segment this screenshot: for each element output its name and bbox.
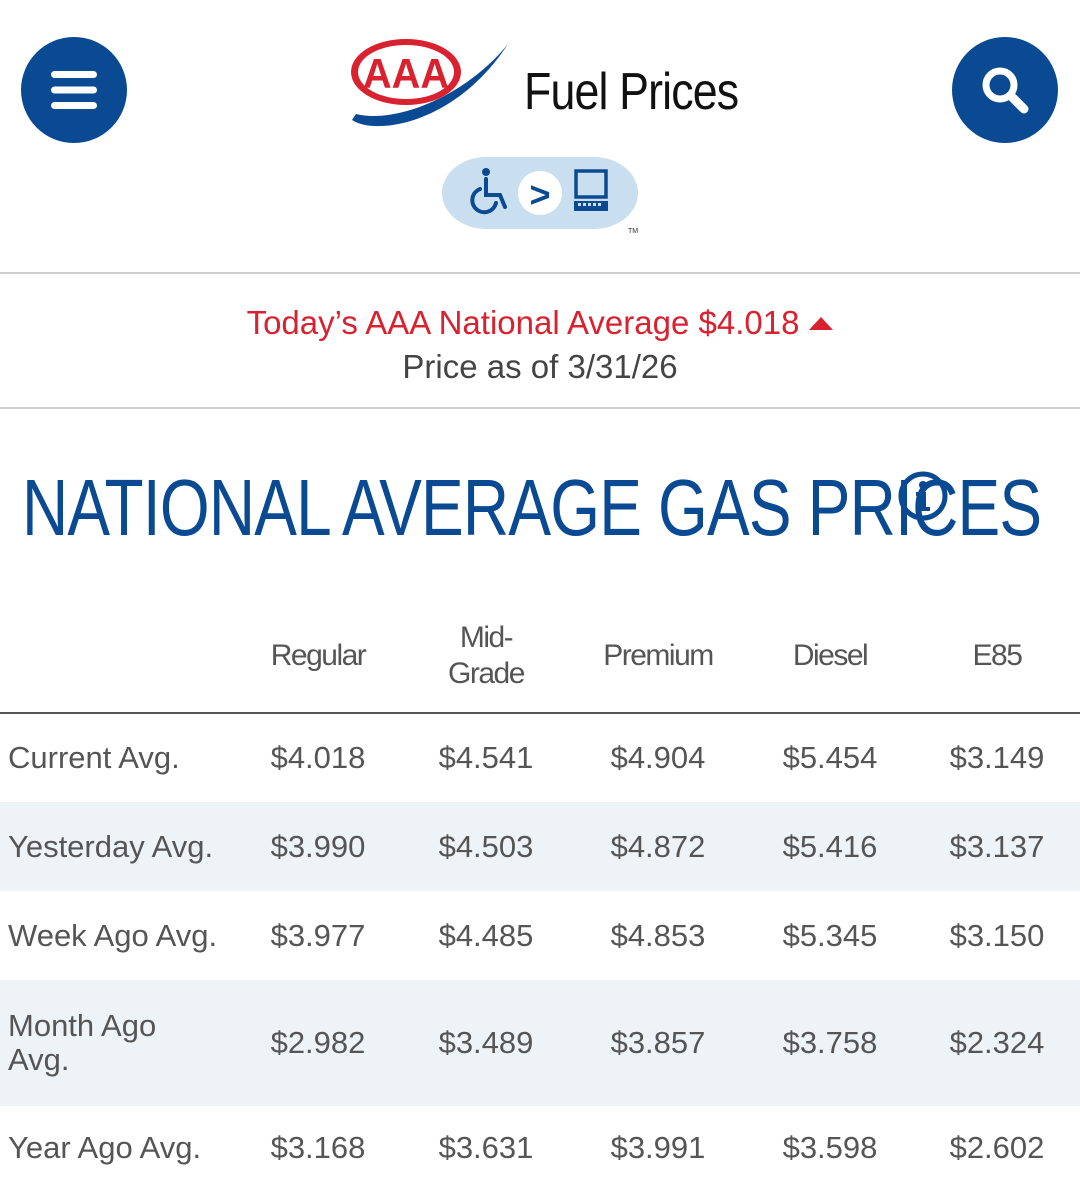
price-cell: $3.857 [570, 980, 746, 1106]
price-cell: $3.137 [914, 802, 1080, 891]
header-divider [0, 272, 1080, 274]
price-cell: $3.150 [914, 891, 1080, 980]
menu-button[interactable] [21, 37, 127, 143]
search-icon [982, 67, 1029, 114]
table-header-row: Regular Mid- Grade Premium Diesel E85 [0, 600, 1080, 714]
row-label: Yesterday Avg. [0, 802, 234, 891]
page-title: Fuel Prices [524, 63, 739, 121]
badge-arrow: > [529, 174, 550, 215]
price-cell: $3.149 [914, 713, 1080, 802]
price-cell: $3.977 [234, 891, 402, 980]
column-header-regular[interactable]: Regular [234, 600, 402, 714]
aaa-logo[interactable]: AAA [346, 36, 512, 132]
info-icon[interactable] [897, 470, 949, 522]
banner-divider [0, 407, 1080, 409]
price-cell: $3.991 [570, 1106, 746, 1190]
table-row: Year Ago Avg. $3.168 $3.631 $3.991 $3.59… [0, 1106, 1080, 1190]
table-row: Current Avg. $4.018 $4.541 $4.904 $5.454… [0, 713, 1080, 802]
price-cell: $4.872 [570, 802, 746, 891]
price-cell: $2.324 [914, 980, 1080, 1106]
row-label: Week Ago Avg. [0, 891, 234, 980]
row-label: Month Ago Avg. [0, 980, 234, 1106]
column-header-premium[interactable]: Premium [570, 600, 746, 714]
price-cell: $4.485 [402, 891, 570, 980]
wheelchair-icon [470, 168, 507, 215]
price-cell: $5.345 [746, 891, 914, 980]
site-header: AAA Fuel Prices > TM [0, 0, 1080, 272]
trend-up-icon [809, 317, 834, 330]
price-cell: $2.602 [914, 1106, 1080, 1190]
gas-prices-table: Regular Mid- Grade Premium Diesel E85 Cu… [0, 600, 1080, 1190]
price-cell: $3.990 [234, 802, 402, 891]
price-cell: $5.416 [746, 802, 914, 891]
national-average-banner: Today’s AAA National Average $4.018 Pric… [0, 274, 1080, 407]
price-cell: $3.758 [746, 980, 914, 1106]
logo-text: AAA [363, 50, 449, 97]
trademark-mark: TM [628, 228, 638, 235]
price-cell: $3.168 [234, 1106, 402, 1190]
search-button[interactable] [952, 37, 1058, 143]
table-row: Yesterday Avg. $3.990 $4.503 $4.872 $5.4… [0, 802, 1080, 891]
column-header-label [0, 600, 234, 714]
column-header-e85[interactable]: E85 [914, 600, 1080, 714]
table-row: Month Ago Avg. $2.982 $3.489 $3.857 $3.7… [0, 980, 1080, 1106]
price-cell: $2.982 [234, 980, 402, 1106]
accessibility-badge[interactable]: > TM [442, 157, 640, 235]
price-as-of-date: Price as of 3/31/26 [402, 348, 678, 385]
price-cell: $5.454 [746, 713, 914, 802]
price-cell: $3.631 [402, 1106, 570, 1190]
hamburger-menu-icon [51, 71, 97, 109]
national-average-line: Today’s AAA National Average $4.018 [0, 304, 1080, 342]
price-cell: $4.853 [570, 891, 746, 980]
row-label: Current Avg. [0, 713, 234, 802]
price-cell: $4.503 [402, 802, 570, 891]
table-row: Week Ago Avg. $3.977 $4.485 $4.853 $5.34… [0, 891, 1080, 980]
price-cell: $4.541 [402, 713, 570, 802]
price-cell: $3.489 [402, 980, 570, 1106]
computer-icon [574, 169, 608, 211]
section-title: NATIONAL AVERAGE GAS PRICES [22, 463, 1042, 552]
price-cell: $4.904 [570, 713, 746, 802]
national-average-text: Today’s AAA National Average $4.018 [246, 304, 800, 341]
price-cell: $3.598 [746, 1106, 914, 1190]
column-header-mid-grade[interactable]: Mid- Grade [402, 600, 570, 714]
row-label: Year Ago Avg. [0, 1106, 234, 1190]
price-cell: $4.018 [234, 713, 402, 802]
column-header-diesel[interactable]: Diesel [746, 600, 914, 714]
